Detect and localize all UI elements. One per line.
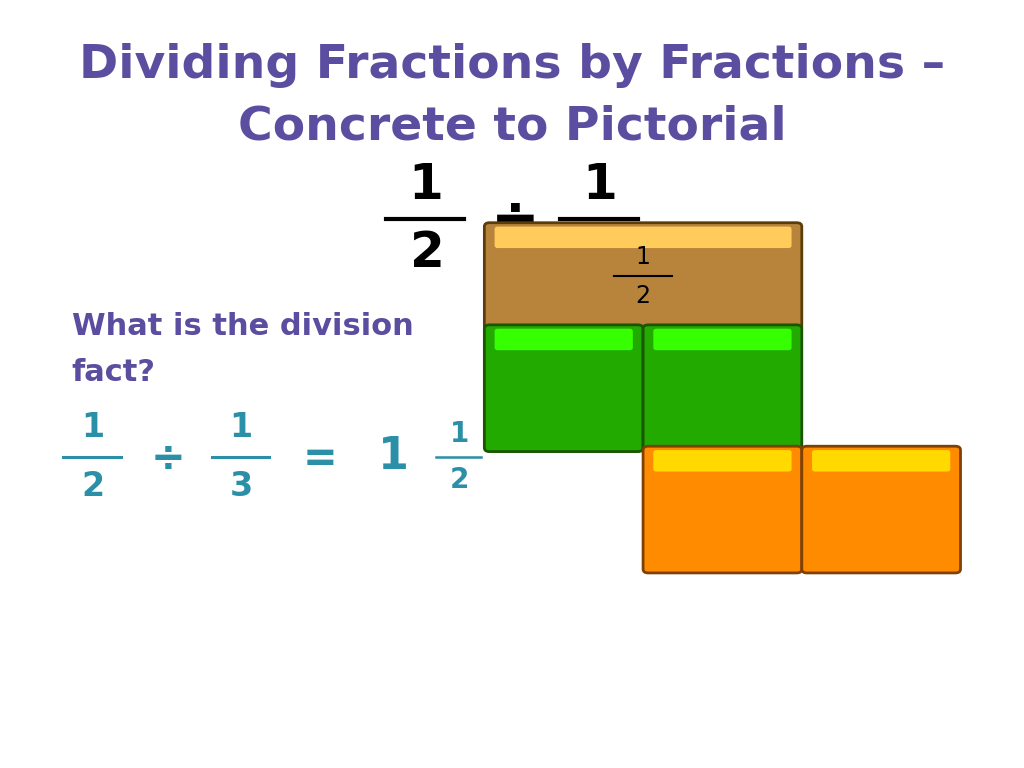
Text: $\mathbf{2}$: $\mathbf{2}$ (81, 470, 103, 502)
FancyBboxPatch shape (495, 227, 792, 248)
Text: What is the division: What is the division (72, 312, 414, 341)
Text: $\mathbf{1}$: $\mathbf{1}$ (583, 161, 615, 209)
Text: $\mathbf{3}$: $\mathbf{3}$ (583, 229, 615, 276)
Text: 2: 2 (636, 283, 650, 308)
Text: $\mathbf{1}$: $\mathbf{1}$ (377, 435, 408, 478)
Text: $\mathbf{\div}$: $\mathbf{\div}$ (489, 190, 535, 247)
Text: $\mathbf{\div}$: $\mathbf{\div}$ (150, 436, 182, 478)
Text: $\mathbf{1}$: $\mathbf{1}$ (229, 412, 252, 444)
FancyBboxPatch shape (484, 325, 643, 452)
FancyBboxPatch shape (484, 223, 802, 330)
FancyBboxPatch shape (495, 329, 633, 350)
FancyBboxPatch shape (802, 446, 961, 573)
Text: $\mathbf{3}$: $\mathbf{3}$ (229, 470, 252, 502)
Text: $\mathbf{1}$: $\mathbf{1}$ (81, 412, 103, 444)
FancyBboxPatch shape (653, 450, 792, 472)
Text: $\mathbf{2}$: $\mathbf{2}$ (450, 466, 468, 494)
Text: Dividing Fractions by Fractions –: Dividing Fractions by Fractions – (79, 43, 945, 88)
Text: $\mathbf{1}$: $\mathbf{1}$ (409, 161, 441, 209)
FancyBboxPatch shape (643, 325, 802, 452)
Text: $\mathbf{=}$: $\mathbf{=}$ (294, 436, 335, 478)
Text: Concrete to Pictorial: Concrete to Pictorial (238, 104, 786, 149)
Text: 1: 1 (636, 245, 650, 270)
Text: $\mathbf{2}$: $\mathbf{2}$ (409, 229, 441, 276)
FancyBboxPatch shape (812, 450, 950, 472)
Text: fact?: fact? (72, 358, 156, 387)
FancyBboxPatch shape (643, 446, 802, 573)
Text: $\mathbf{1}$: $\mathbf{1}$ (450, 420, 468, 448)
FancyBboxPatch shape (653, 329, 792, 350)
